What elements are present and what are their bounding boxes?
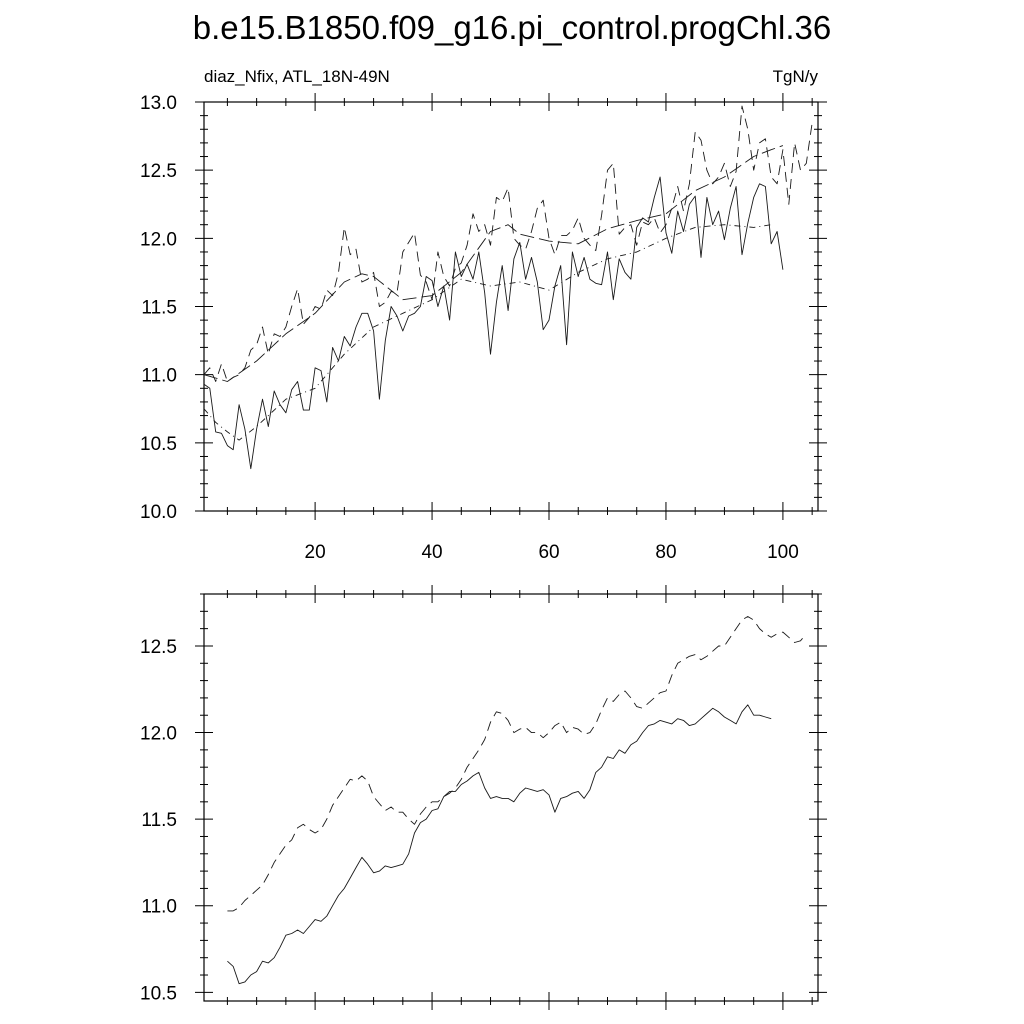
top-series-dash-dot — [203, 224, 772, 441]
bottom-y-tick-label: 12.0 — [140, 724, 177, 745]
bottom-y-tick-label: 11.5 — [141, 810, 177, 831]
top-y-tick-label: 13.0 — [140, 93, 177, 114]
top-y-tick-label: 10.0 — [140, 502, 177, 523]
top-series-long-dash — [203, 145, 784, 382]
top-x-tick-label: 60 — [538, 542, 559, 563]
top-series-solid — [203, 176, 784, 470]
bottom-plot-frame — [203, 593, 819, 1002]
top-left-label: diaz_Nfix, ATL_18N-49N — [204, 67, 390, 86]
top-x-tick-label: 20 — [305, 542, 326, 563]
top-y-tick-label: 10.5 — [140, 434, 177, 455]
top-x-tick-label: 40 — [421, 542, 442, 563]
top-x-tick-label: 100 — [767, 542, 799, 563]
bottom-series-solid — [227, 704, 772, 985]
bottom-y-tick-label: 11.0 — [141, 897, 177, 918]
bottom-y-tick-label: 12.5 — [140, 637, 177, 658]
top-units-label: TgN/y — [773, 67, 819, 86]
top-y-tick-label: 11.5 — [141, 298, 177, 319]
bottom-series-dashed — [227, 616, 807, 912]
chart-title: b.e15.B1850.f09_g16.pi_control.progChl.3… — [192, 9, 832, 46]
top-panel: 10.0 10.5 11.0 11.5 12.0 12.5 13.0 20 40 60 80 100 d… — [140, 67, 827, 563]
top-x-tick-label: 80 — [655, 542, 676, 563]
top-plot-frame — [203, 101, 819, 512]
bottom-y-tick-label: 10.5 — [140, 983, 177, 1004]
top-y-tick-label: 12.5 — [140, 161, 177, 182]
top-y-tick-label: 12.0 — [140, 229, 177, 250]
bottom-panel: 10.5 11.0 11.5 12.0 12.5 — [140, 585, 827, 1010]
top-y-tick-label: 11.0 — [141, 366, 177, 387]
top-series-dashed — [203, 105, 813, 382]
